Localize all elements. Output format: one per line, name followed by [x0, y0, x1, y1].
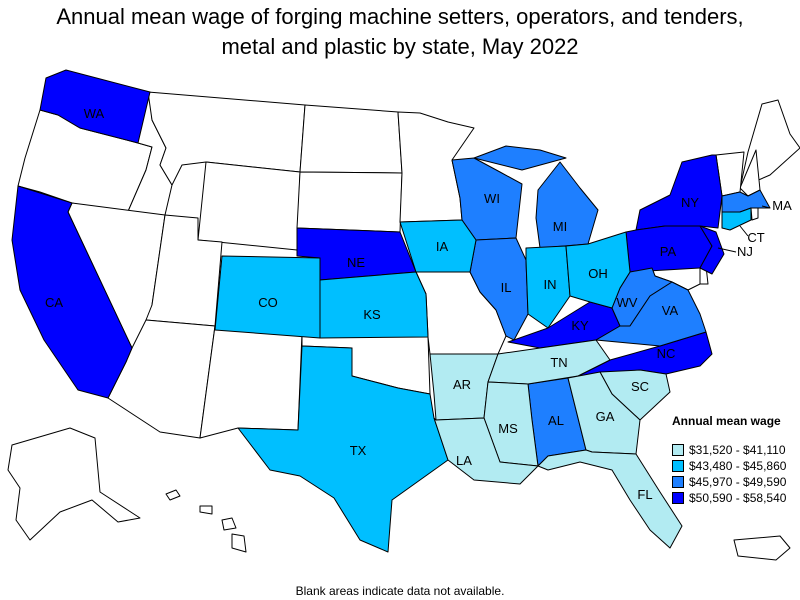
label-al: AL [548, 413, 564, 428]
legend-label-4: $50,590 - $58,540 [689, 491, 787, 505]
state-il[interactable] [469, 237, 529, 341]
label-il: IL [501, 280, 512, 295]
label-ct: CT [747, 230, 764, 245]
state-oh[interactable] [565, 231, 631, 309]
leader-ma [761, 205, 771, 209]
legend: Annual mean wage $31,520 - $41,110 $43,4… [672, 414, 800, 506]
state-nm[interactable] [199, 325, 303, 439]
title-line-2: metal and plastic by state, May 2022 [221, 34, 579, 59]
label-ca: CA [45, 295, 63, 310]
label-ga: GA [596, 409, 615, 424]
state-ks[interactable] [319, 271, 429, 339]
label-ia: IA [436, 239, 449, 254]
legend-label-3: $45,970 - $49,590 [689, 475, 787, 489]
label-nc: NC [657, 346, 676, 361]
leader-ct [739, 225, 749, 237]
legend-item-4: $50,590 - $58,540 [672, 490, 800, 506]
legend-item-2: $43,480 - $45,860 [672, 458, 800, 474]
state-labels: WA CA NE NY PA NJ KY NC WI MI IL WV VA A… [45, 106, 792, 502]
label-wv: WV [617, 295, 638, 310]
territory-pr[interactable] [733, 535, 791, 561]
legend-title: Annual mean wage [672, 414, 781, 428]
label-ny: NY [681, 195, 699, 210]
label-nj: NJ [737, 244, 753, 259]
state-sd[interactable] [296, 171, 403, 233]
leader-nj [717, 247, 737, 253]
state-va[interactable] [595, 281, 707, 347]
label-mi: MI [553, 219, 567, 234]
label-oh: OH [588, 266, 608, 281]
legend-swatch-3 [672, 476, 684, 488]
data-states [11, 69, 771, 553]
label-la: LA [456, 453, 472, 468]
label-wa: WA [84, 106, 105, 121]
footnote: Blank areas indicate data not available. [295, 584, 505, 598]
label-wi: WI [484, 191, 500, 206]
label-ky: KY [571, 318, 589, 333]
legend-label-2: $43,480 - $45,860 [689, 459, 787, 473]
state-wy[interactable] [197, 161, 301, 251]
blank-states [7, 91, 800, 561]
legend-swatch-2 [672, 460, 684, 472]
state-ak[interactable] [7, 427, 141, 541]
state-mi[interactable] [473, 145, 599, 249]
state-ia[interactable] [399, 219, 477, 273]
state-fl[interactable] [537, 449, 683, 549]
legend-swatch-4 [672, 492, 684, 504]
label-va: VA [662, 303, 679, 318]
label-ne: NE [347, 255, 365, 270]
state-tx[interactable] [237, 345, 449, 553]
label-fl: FL [637, 487, 652, 502]
state-nd[interactable] [299, 104, 403, 174]
state-nj[interactable] [699, 225, 725, 275]
label-ks: KS [363, 307, 381, 322]
label-ma: MA [772, 198, 792, 213]
legend-item-1: $31,520 - $41,110 [672, 442, 800, 458]
label-ar: AR [453, 377, 471, 392]
label-pa: PA [660, 244, 677, 259]
state-ny[interactable] [635, 154, 723, 231]
state-ut[interactable] [145, 214, 223, 327]
state-la[interactable] [433, 417, 539, 485]
label-tx: TX [350, 443, 367, 458]
label-ms: MS [498, 421, 518, 436]
state-wa[interactable] [39, 69, 151, 144]
title-line-1: Annual mean wage of forging machine sett… [56, 4, 744, 29]
legend-item-3: $45,970 - $49,590 [672, 474, 800, 490]
label-in: IN [544, 277, 557, 292]
label-sc: SC [631, 379, 649, 394]
state-ct[interactable] [721, 207, 752, 231]
label-tn: TN [550, 355, 567, 370]
state-hi[interactable] [165, 489, 247, 553]
map-title: Annual mean wage of forging machine sett… [0, 2, 800, 62]
legend-label-1: $31,520 - $41,110 [689, 443, 786, 457]
legend-swatch-1 [672, 444, 684, 456]
label-co: CO [258, 295, 278, 310]
state-ca[interactable] [11, 185, 133, 399]
